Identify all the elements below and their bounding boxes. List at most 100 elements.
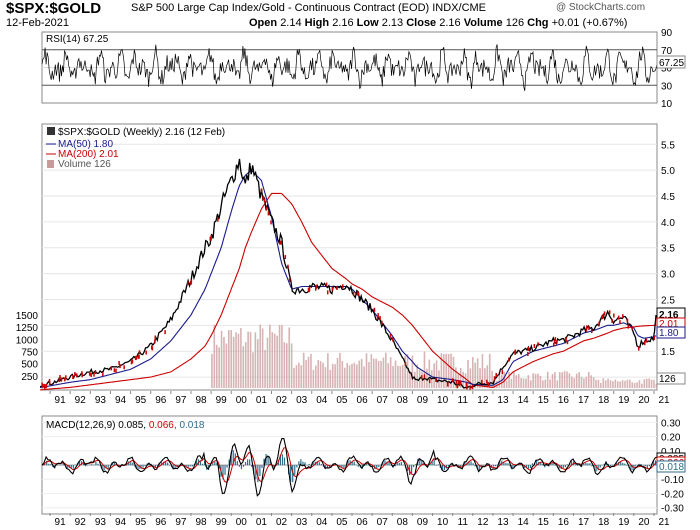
price-up-marker bbox=[260, 188, 263, 193]
price-up-marker bbox=[435, 377, 437, 382]
volume-bar bbox=[624, 380, 626, 388]
macd-hist-bar bbox=[105, 465, 107, 469]
volume-bar bbox=[505, 380, 508, 388]
x-axis-label: 17 bbox=[578, 517, 590, 528]
macd-hist-bar bbox=[224, 465, 226, 475]
volume-bar bbox=[517, 374, 520, 388]
macd-hist-bar bbox=[187, 465, 189, 469]
volume-bar bbox=[571, 376, 573, 388]
volume-bar bbox=[269, 324, 271, 388]
price-up-marker bbox=[481, 379, 483, 384]
price-up-marker bbox=[65, 375, 67, 380]
high-value: 2.16 bbox=[332, 17, 354, 29]
x-axis-label: 95 bbox=[135, 395, 147, 406]
volume-bar bbox=[595, 379, 597, 388]
x-axis-label: 04 bbox=[316, 517, 328, 528]
x-axis-label: 93 bbox=[95, 395, 107, 406]
macd-hist-bar bbox=[503, 462, 505, 466]
x-axis-label: 97 bbox=[175, 517, 187, 528]
volume-bar bbox=[254, 332, 257, 388]
macd-hist-bar bbox=[548, 465, 550, 467]
macd-tick-label: 0.10 bbox=[661, 447, 681, 458]
volume-bar bbox=[368, 362, 370, 388]
macd-hist-bar bbox=[249, 459, 251, 466]
macd-gridlines bbox=[42, 421, 657, 509]
price-up-marker bbox=[357, 291, 360, 296]
price-tick-label: 5.5 bbox=[661, 140, 675, 151]
volume-bar bbox=[532, 373, 534, 388]
volume-bar bbox=[522, 378, 525, 388]
macd-hist-bar bbox=[550, 464, 552, 466]
macd-hist-bar bbox=[367, 463, 370, 466]
macd-hist-bar bbox=[234, 453, 236, 466]
macd-hist-bar bbox=[343, 465, 345, 468]
volume-bar bbox=[336, 358, 339, 388]
macd-hist-bar bbox=[87, 465, 89, 466]
price-legend: $SPX:$GOLD (Weekly) 2.16 (12 Feb) MA(50)… bbox=[46, 127, 225, 170]
price-up-marker bbox=[392, 337, 394, 342]
macd-hist-bar bbox=[585, 462, 587, 466]
macd-hist-bar bbox=[185, 465, 187, 468]
macd-hist-bar bbox=[355, 464, 357, 466]
macd-hist-bar bbox=[591, 465, 593, 467]
x-axis-label: 96 bbox=[155, 395, 167, 406]
volume-bar bbox=[534, 373, 537, 388]
rsi-level-label: 10 bbox=[661, 99, 673, 110]
chart-date: 12-Feb-2021 bbox=[6, 17, 69, 29]
price-up-marker bbox=[60, 377, 63, 382]
macd-legend-prefix: MACD(12,26,9) bbox=[46, 420, 115, 431]
volume-bar bbox=[302, 352, 305, 388]
volume-bar bbox=[648, 378, 650, 388]
volume-bar bbox=[529, 380, 532, 388]
volume-bar bbox=[503, 371, 506, 388]
macd-hist-bar bbox=[298, 461, 300, 466]
x-axis-label: 19 bbox=[618, 517, 630, 528]
macd-hist-bar bbox=[486, 463, 489, 466]
price-up-marker bbox=[645, 338, 648, 343]
price-up-marker bbox=[45, 384, 48, 389]
volume-bar bbox=[259, 324, 262, 388]
macd-hist-bar bbox=[259, 465, 261, 477]
price-up-marker bbox=[209, 236, 211, 241]
macd-hist-bar bbox=[175, 465, 177, 468]
price-up-marker bbox=[455, 379, 458, 384]
macd-hist-bar bbox=[91, 464, 93, 466]
low-label: Low bbox=[356, 17, 379, 29]
price-up-marker bbox=[123, 365, 125, 370]
volume-tick-label: 750 bbox=[21, 348, 38, 359]
price-up-marker bbox=[644, 341, 646, 346]
rsi-panel: 90 70 50 30 10 RSI(14) 67.25 67.25 bbox=[41, 28, 686, 110]
macd-hist-bar bbox=[300, 459, 302, 466]
volume-bar bbox=[525, 378, 527, 388]
macd-hist-bar bbox=[228, 459, 230, 466]
x-axis-label: 17 bbox=[578, 395, 590, 406]
price-up-marker bbox=[553, 342, 555, 347]
macd-line bbox=[41, 437, 658, 497]
price-up-marker bbox=[59, 375, 61, 380]
price-up-marker bbox=[76, 373, 78, 378]
x-axis-bottom: 91 92 93 94 95 96 97 98 99 00 01 02 03 04 05 06 07 08 09 10… bbox=[49, 513, 670, 528]
volume-bar bbox=[583, 378, 585, 388]
volume-bar bbox=[404, 355, 406, 388]
volume-bar bbox=[363, 366, 365, 388]
x-axis-label: 21 bbox=[658, 395, 670, 406]
x-axis-label: 09 bbox=[417, 517, 429, 528]
volume-bar bbox=[520, 378, 522, 388]
volume-bar bbox=[356, 364, 358, 388]
price-up-marker bbox=[447, 382, 449, 387]
macd-hist-bar bbox=[173, 465, 175, 470]
volume-bar bbox=[500, 374, 503, 388]
rsi-level-label: 70 bbox=[661, 46, 673, 57]
price-up-marker bbox=[135, 355, 138, 360]
volume-bar bbox=[264, 350, 266, 388]
macd-hist-bar bbox=[529, 465, 532, 468]
macd-hist-bar bbox=[222, 465, 224, 480]
macd-hist-bar bbox=[640, 464, 642, 466]
price-up-marker bbox=[553, 339, 556, 344]
x-axis-label: 04 bbox=[316, 395, 328, 406]
macd-hist-bar bbox=[93, 464, 95, 466]
price-up-marker bbox=[493, 376, 496, 381]
volume-bar bbox=[558, 372, 561, 388]
volume-bar bbox=[281, 325, 283, 388]
volume-bar bbox=[537, 373, 539, 388]
